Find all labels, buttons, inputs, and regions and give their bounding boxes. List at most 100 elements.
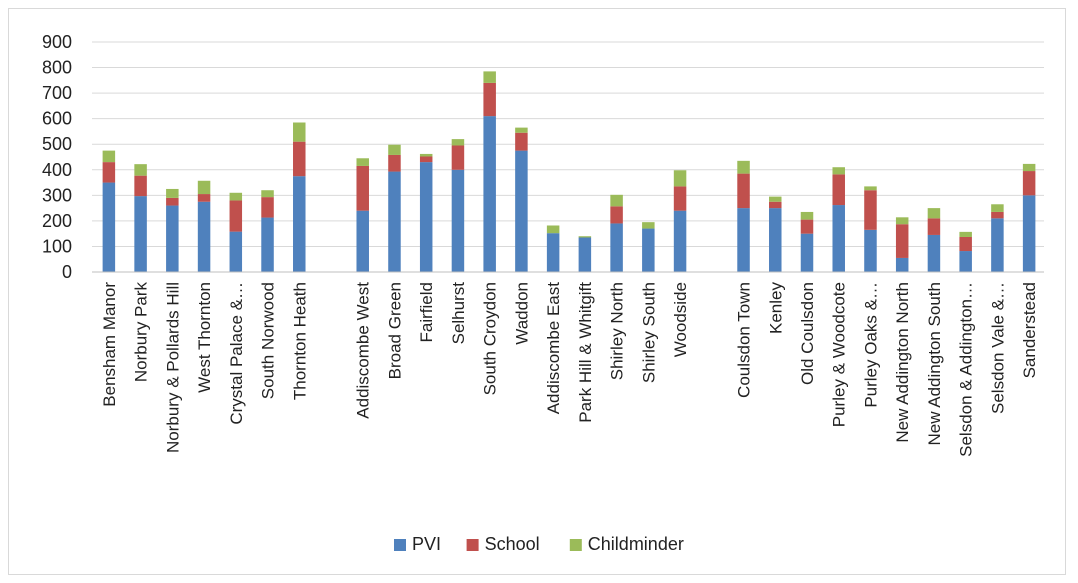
legend-swatch-school — [466, 539, 479, 551]
bar-childminder — [642, 222, 655, 229]
bar-pvi — [229, 231, 243, 272]
chart-frame: 0 100 200 300 400 500 600 700 800 900 Bensham Man… — [8, 8, 1066, 575]
bar-pvi — [642, 228, 655, 272]
bars — [102, 71, 1036, 272]
y-tick-label: 300 — [42, 185, 72, 205]
bar-pvi — [134, 196, 147, 272]
bar-school — [451, 145, 465, 170]
category-label: Waddon — [512, 282, 531, 345]
gridlines — [92, 41, 1044, 247]
category-label: Addiscombe West — [354, 282, 373, 419]
bar-childminder — [166, 188, 179, 198]
bar-childminder — [959, 231, 972, 237]
bar-school — [166, 197, 179, 206]
bar-childminder — [927, 208, 941, 219]
category-label: Selsdon Vale &… — [988, 282, 1007, 414]
bar-pvi — [737, 208, 750, 272]
category-label: Purley & Woodcote — [830, 282, 849, 427]
bar-childminder — [737, 160, 750, 174]
bar-childminder — [546, 225, 560, 234]
bar-childminder — [1022, 163, 1036, 172]
category-label: Purley Oaks &… — [861, 282, 880, 408]
category-label: Addiscombe East — [544, 282, 563, 415]
bar-pvi — [419, 162, 433, 272]
legend-label: Childminder — [588, 534, 684, 554]
bar-childminder — [261, 190, 274, 198]
category-label: Crystal Palace &… — [227, 282, 246, 425]
bar-pvi — [515, 150, 528, 272]
category-label: Norbury & Pollards Hill — [163, 282, 182, 453]
y-tick-label: 800 — [42, 58, 72, 78]
y-axis-ticks: 0 100 200 300 400 500 600 700 800 900 — [42, 32, 72, 282]
bar-school — [832, 174, 845, 206]
bar-pvi — [673, 210, 687, 272]
category-label: Sanderstead — [1020, 282, 1039, 378]
bar-school — [610, 206, 623, 224]
y-tick-label: 700 — [42, 83, 72, 103]
category-label: Bensham Manor — [100, 282, 119, 407]
y-tick-label: 600 — [42, 109, 72, 129]
bar-pvi — [991, 218, 1004, 272]
bar-school — [769, 201, 782, 209]
category-label: Woodside — [671, 282, 690, 357]
legend-swatch-pvi — [394, 539, 406, 551]
category-label: Kenley — [766, 282, 785, 334]
bar-childminder — [451, 139, 465, 146]
bar-pvi — [293, 176, 306, 272]
category-label: Shirley North — [608, 282, 627, 380]
bar-school — [293, 141, 306, 177]
bar-pvi — [769, 208, 782, 272]
category-label: Park Hill & Whitgift — [576, 282, 595, 423]
bar-school — [197, 194, 211, 202]
bar-pvi — [197, 201, 211, 272]
bar-childminder — [419, 153, 433, 157]
bar-school — [895, 224, 909, 258]
category-label: Shirley South — [639, 282, 658, 383]
category-label: Broad Green — [385, 282, 404, 379]
bar-childminder — [293, 122, 306, 142]
category-label: South Croydon — [481, 282, 500, 395]
bar-school — [673, 186, 687, 211]
category-label: Selhurst — [449, 282, 468, 345]
bar-pvi — [388, 171, 401, 272]
category-label: Norbury Park — [132, 282, 151, 383]
category-label: New Addington South — [925, 282, 944, 446]
y-tick-label: 100 — [42, 236, 72, 256]
bar-childminder — [895, 217, 909, 225]
legend-label: School — [485, 534, 540, 554]
bar-childminder — [515, 127, 528, 133]
bar-childminder — [483, 71, 496, 83]
y-tick-label: 400 — [42, 160, 72, 180]
bar-pvi — [895, 257, 909, 272]
bar-pvi — [959, 251, 972, 272]
bar-school — [991, 211, 1004, 219]
category-label: Old Coulsdon — [798, 282, 817, 385]
bar-pvi — [102, 182, 116, 272]
bar-pvi — [800, 233, 814, 272]
category-label: Fairfield — [417, 282, 436, 342]
category-label: South Norwood — [259, 282, 278, 399]
bar-childminder — [864, 186, 877, 191]
bar-school — [864, 190, 877, 230]
bar-pvi — [864, 229, 877, 272]
legend-swatch-childminder — [569, 539, 582, 551]
bar-school — [419, 156, 433, 163]
bar-childminder — [800, 211, 814, 220]
bar-school — [134, 175, 147, 197]
bar-school — [388, 154, 401, 172]
bar-childminder — [578, 236, 592, 238]
bar-school — [1022, 171, 1036, 196]
bar-school — [959, 236, 972, 252]
category-label: Coulsdon Town — [735, 282, 754, 398]
bar-school — [102, 162, 116, 183]
bar-school — [800, 219, 814, 234]
bar-pvi — [261, 217, 274, 272]
bar-pvi — [927, 234, 941, 272]
category-label: New Addington North — [893, 282, 912, 443]
bar-childminder — [769, 196, 782, 202]
bar-school — [261, 197, 274, 218]
legend: PVI School Childminder — [394, 534, 684, 554]
bar-childminder — [102, 150, 116, 163]
bar-pvi — [610, 223, 623, 272]
bar-school — [483, 82, 496, 117]
